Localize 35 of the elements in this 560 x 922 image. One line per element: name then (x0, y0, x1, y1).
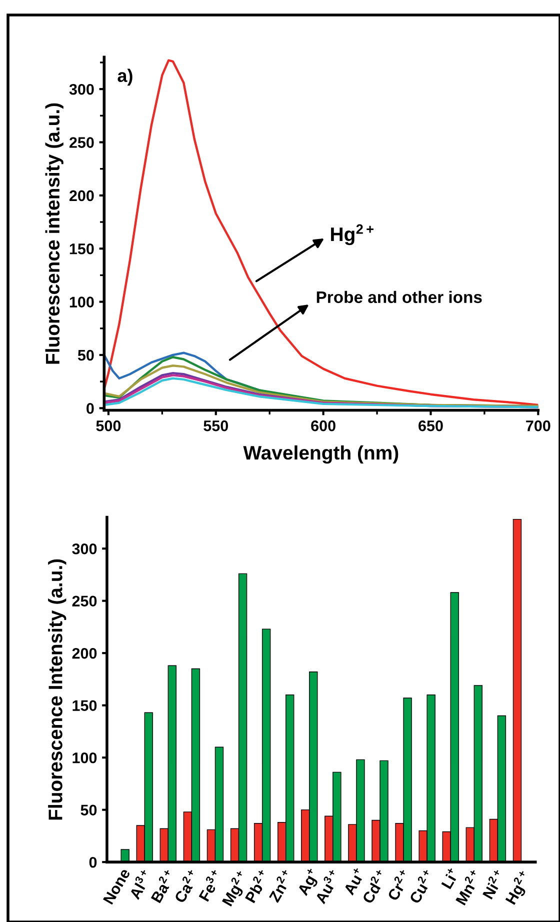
y-tick-label: 250 (72, 596, 97, 607)
annotation: Hg$^{2+}$ (331, 224, 374, 246)
x-tick-label: 700 (526, 420, 550, 432)
y-tick-label: 100 (70, 296, 94, 308)
x-tick-label: Ba$^{2+}$ (150, 869, 171, 904)
x-axis-title: Wavelength (nm) (243, 445, 398, 464)
y-axis-title: Fluorescence intensity (a.u.) (45, 103, 64, 364)
annotation: a) (118, 68, 132, 86)
y-tick-label: 0 (89, 856, 97, 868)
x-tick-label: Mg$^{2+}$ (222, 870, 244, 906)
x-tick-label: Cr$^{2+}$ (387, 869, 406, 902)
y-tick-label: 300 (72, 543, 97, 554)
x-tick-label: 500 (96, 420, 121, 432)
x-tick-label: 650 (418, 420, 443, 432)
line-series (104, 59, 538, 406)
x-tick-label: 600 (311, 420, 336, 432)
y-tick-label: 150 (70, 243, 94, 254)
x-tick-label: 550 (204, 420, 228, 432)
x-tick-label: Zn$^{2+}$ (266, 868, 294, 903)
y-tick-label: 150 (72, 700, 97, 712)
x-tick-label: Li$^{+}$ (440, 867, 460, 890)
x-tick-label: Cu$^{2+}$ (406, 868, 436, 904)
annotation: Probe and other ions (316, 290, 482, 304)
y-tick-label: 300 (69, 84, 94, 95)
y-tick-label: 0 (86, 403, 94, 414)
x-tick-label: Hg$^{2+}$ (503, 869, 534, 907)
y-tick-label: 200 (69, 190, 94, 202)
line-series (104, 364, 538, 408)
x-tick-label: Ni$^{2+}$ (480, 868, 506, 900)
y-tick-label: 250 (69, 137, 94, 148)
y-tick-label: 100 (72, 752, 97, 764)
y-tick-label: 200 (72, 648, 97, 659)
y-axis-title: Fluorescence Intensity (a.u.) (48, 559, 66, 820)
y-tick-label: 50 (78, 350, 94, 361)
y-tick-label: 50 (80, 804, 97, 816)
